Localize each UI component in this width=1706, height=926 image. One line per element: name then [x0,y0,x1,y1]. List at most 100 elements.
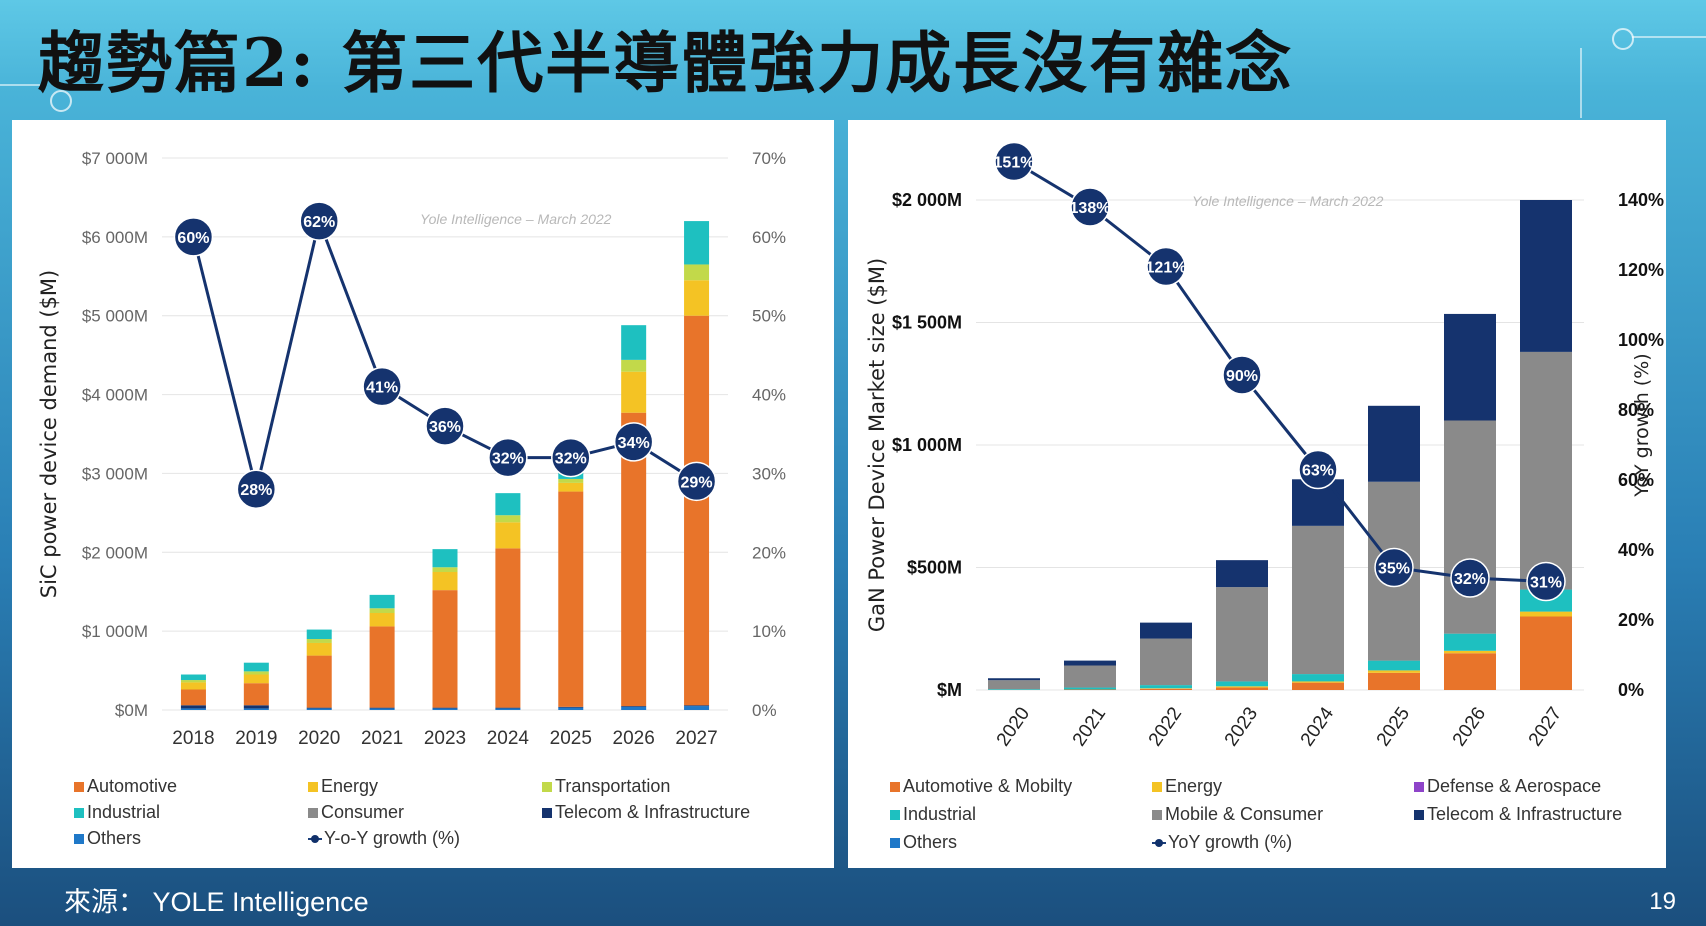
gan-y-tick: $1 000M [892,435,962,455]
legend-swatch [890,782,900,793]
gan-bar-segment [1292,525,1344,675]
sic-y2-tick: 50% [752,307,786,326]
gan-chart-panel: $M $500M $1 000M $1 500M $2 000M 0% 20% 40% 60% 8… [848,120,1666,868]
legend-swatch [1152,782,1162,793]
gan-x-tick: 2027 [1525,704,1566,751]
gan-bar-segment [1064,660,1116,666]
gan-y-tick: $1 500M [892,313,962,333]
sic-y-tick: $2 000M [82,543,148,562]
gan-growth-marker [1298,449,1338,490]
sic-legend-item: Energy [308,776,378,797]
sic-bar-segment [180,682,206,690]
legend-label: Mobile & Consumer [1165,804,1324,824]
sic-growth-marker [362,366,402,407]
decor-line [0,84,40,86]
sic-x-tick: 2018 [172,728,214,749]
gan-y2-tick: 140% [1618,190,1664,210]
sic-bar-segment [180,708,206,710]
sic-growth-marker [236,469,277,509]
sic-y-tick: $5 000M [82,307,148,326]
sic-growth-label: 36% [429,419,461,436]
sic-bar-segment [495,707,521,709]
sic-legend-item: Transportation [542,776,670,797]
legend-label: Automotive [87,776,178,796]
legend-label: Y-o-Y growth (%) [324,828,461,848]
sic-bar-segment [306,642,332,656]
sic-bar-segment [243,705,269,709]
gan-bar-segment [1292,681,1344,683]
gan-bar-segment [1292,682,1344,690]
gan-bar-segment [1216,686,1268,688]
sic-bar-segment [558,491,584,707]
sic-bar-segment [621,706,647,710]
gan-bar-segment [1216,687,1268,690]
gan-y-tick: $M [937,680,962,700]
legend-label: Others [903,832,958,852]
sic-legend-item: Industrial [74,802,160,823]
legend-swatch [308,808,318,819]
sic-bar-segment [180,680,206,683]
sic-y2-tick: 70% [752,149,786,168]
sic-growth-marker [676,461,717,502]
decor-line [1632,36,1706,38]
gan-growth-label: 138% [1070,200,1111,217]
gan-watermark: Yole Intelligence – March 2022 [1192,193,1384,209]
gan-growth-label: 90% [1226,368,1258,385]
sic-bar-segment [432,707,458,709]
gan-y-tick: $2 000M [892,190,962,210]
gan-bar-segment [1444,653,1496,690]
gan-chart: $M $500M $1 000M $1 500M $2 000M 0% 20% 40% 60% 8… [865,141,1664,751]
sic-bar-segment [432,572,458,591]
sic-bar-segment [621,359,647,372]
legend-label: Defense & Aerospace [1427,776,1602,796]
legend-label: Industrial [903,804,977,824]
sic-bar-segment [495,515,521,523]
legend-swatch [308,782,318,793]
legend-swatch [1414,782,1424,793]
gan-x-tick: 2021 [1069,704,1110,751]
slide-title: 趨勢篇2: 第三代半導體強力成長沒有雜念 [38,24,1294,102]
gan-bar-segment [1292,674,1344,682]
sic-bar-segment [684,280,710,316]
gan-bar-segment [1140,622,1192,639]
gan-y2-tick: 100% [1618,330,1664,350]
gan-bar-segment [1140,685,1192,689]
sic-bar-segment [243,671,269,675]
sic-y2-tick: 30% [752,464,786,483]
legend-label: Energy [1165,776,1223,796]
gan-x-tick: 2022 [1145,704,1186,751]
sic-bar-segment [621,706,647,707]
gan-bar-segment [1444,650,1496,654]
legend-swatch [890,810,900,821]
gan-growth-label: 31% [1530,575,1562,592]
gan-growth-label: 121% [1146,260,1187,277]
gan-legend-item: YoY growth (%) [1152,832,1292,853]
gan-y2-tick: 0% [1618,680,1644,700]
sic-bar-segment [369,608,395,614]
sic-bar-segment [432,708,458,710]
sic-bar-segment [180,689,206,706]
sic-y-tick: $4 000M [82,386,148,405]
gan-growth-label: 63% [1302,463,1334,480]
sic-x-tick: 2027 [675,728,717,749]
sic-bar-segment [369,626,395,708]
sic-bar-segment [180,705,206,709]
sic-chart: $0M $1 000M $2 000M $3 000M $4 000M $5 000M $6… [37,149,786,749]
sic-growth-label: 34% [618,435,650,452]
sic-y2-tick: 10% [752,622,786,641]
legend-label: YoY growth (%) [1168,832,1293,852]
sic-legend-item: Others [74,828,141,849]
legend-swatch [74,808,84,819]
sic-y2-tick: 0% [752,701,777,720]
gan-y2-tick: 60% [1618,470,1654,490]
sic-bar-segment [243,708,269,710]
legend-label: Consumer [321,802,405,822]
sic-bar-segment [495,708,521,710]
gan-y2-tick: 120% [1618,260,1664,280]
sic-growth-marker [299,201,339,241]
decor-line [1580,48,1582,118]
sic-y-tick: $6 000M [82,228,148,247]
sic-bar-segment [306,707,332,709]
legend-label: Transportation [555,776,671,796]
sic-growth-label: 62% [303,214,335,231]
